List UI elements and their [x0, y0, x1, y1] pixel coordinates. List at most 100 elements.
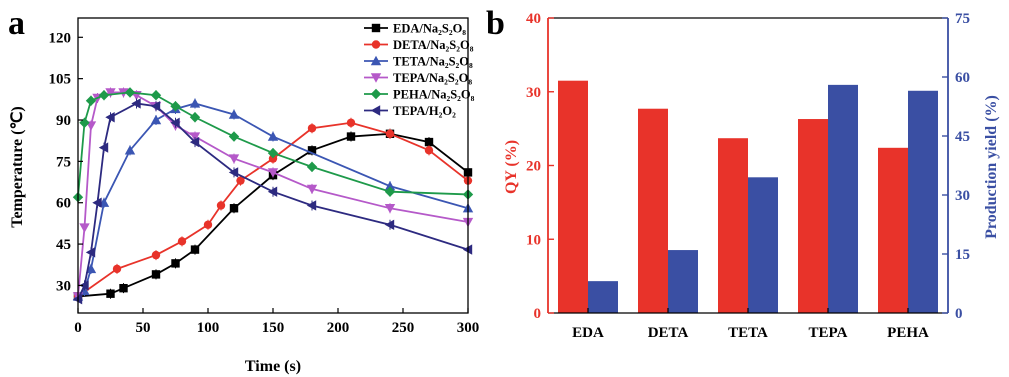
x-tick-label: 0	[74, 320, 82, 336]
y-tick-label: 120	[49, 30, 72, 46]
y-tick-label: 75	[56, 154, 71, 170]
axes: EDA DETA TETA TEPA PEHA 0 10 20 30 40 0 15 30 45 60 75	[526, 11, 970, 341]
series-5	[72, 98, 473, 305]
legend-entry: TETA/Na₂S₂O₈	[393, 55, 473, 69]
data-point	[267, 131, 279, 141]
data-point	[307, 146, 317, 155]
legend-entry: TEPA/Na₂S₂O₈	[393, 71, 472, 85]
left-y-tick-label: 0	[534, 306, 542, 322]
right-y-tick-label: 75	[955, 11, 970, 27]
data-point	[151, 270, 161, 279]
legend-entry: TEPA/H₂O₂	[393, 104, 456, 118]
x-tick-label: 150	[262, 320, 285, 336]
data-point	[268, 154, 278, 163]
series-4	[72, 87, 474, 203]
data-point	[98, 89, 110, 101]
bar-chart-panel: b EDA DETA TETA TEPA PEHA 0 10 20 30 40 0 15 30 45 60 7…	[486, 5, 1000, 341]
line-chart-panel: a EDA/Na₂S₂O₈ DETA/Na₂S₂O₈ TETA/Na₂S₂O₈ TEP…	[8, 5, 479, 375]
data-point	[306, 200, 317, 211]
data-point	[216, 201, 226, 210]
x-tick-label: 300	[457, 320, 480, 336]
category-label: DETA	[648, 325, 689, 341]
qy-bar	[638, 108, 668, 314]
x-tick-label: 200	[327, 320, 350, 336]
data-point	[79, 223, 90, 233]
data-point	[307, 124, 317, 133]
left-y-tick-label: 40	[526, 11, 541, 27]
data-point	[228, 167, 239, 178]
data-point	[370, 105, 381, 116]
y-tick-label: 45	[56, 237, 71, 253]
bars-group	[558, 80, 938, 314]
data-point	[119, 283, 128, 293]
data-point	[79, 117, 90, 128]
data-point	[384, 219, 395, 230]
data-point	[384, 180, 396, 191]
data-point	[228, 154, 240, 164]
data-point	[177, 237, 187, 246]
data-point	[346, 118, 356, 127]
legend-entry: PEHA/Na₂S₂O₈	[393, 88, 475, 102]
y-axis-title: Temperature (℃)	[9, 106, 26, 228]
y-tick-label: 90	[56, 113, 71, 129]
category-label: TETA	[728, 325, 768, 341]
right-y-tick-label: 30	[955, 188, 970, 204]
data-point	[105, 88, 116, 98]
yield-bar	[908, 90, 938, 314]
qy-bar	[718, 138, 748, 313]
legend-entry: DETA/Na₂S₂O₈	[393, 38, 474, 52]
data-point	[371, 40, 381, 49]
series-2	[72, 98, 474, 302]
data-point	[85, 263, 97, 274]
data-point	[189, 132, 201, 142]
x-axis-title: Time (s)	[245, 358, 301, 375]
data-point	[85, 247, 96, 258]
legend: EDA/Na₂S₂O₈ DETA/Na₂S₂O₈ TETA/Na₂S₂O₈ TEPA/…	[364, 22, 475, 118]
data-point	[385, 129, 395, 138]
data-point	[229, 204, 239, 213]
axes: 0 50 100 150 200 250 300 30 45 60 75 90 105 120	[49, 17, 480, 336]
series-group	[72, 87, 474, 305]
category-label: EDA	[572, 325, 604, 341]
data-point	[150, 89, 162, 101]
data-point	[370, 73, 382, 83]
y-tick-label: 30	[56, 278, 71, 294]
category-label: PEHA	[887, 325, 929, 341]
data-point	[236, 176, 245, 185]
data-point	[150, 114, 162, 125]
right-y-tick-label: 60	[955, 70, 970, 86]
data-point	[189, 112, 201, 123]
data-point	[370, 55, 382, 66]
yield-bar	[588, 281, 618, 313]
panel-label-a: a	[8, 5, 25, 42]
data-point	[131, 98, 141, 109]
data-point	[371, 23, 381, 33]
data-point	[150, 101, 161, 112]
data-point	[98, 142, 109, 153]
category-label: TEPA	[809, 325, 848, 341]
data-point	[370, 88, 382, 100]
legend-entry: EDA/Na₂S₂O₈	[393, 22, 466, 36]
qy-bar	[878, 147, 908, 313]
data-point	[124, 87, 136, 98]
data-point	[124, 145, 136, 155]
data-point	[151, 250, 161, 260]
data-point	[112, 264, 122, 274]
data-point	[424, 146, 434, 155]
yield-bar	[828, 84, 858, 313]
data-point	[384, 186, 396, 197]
data-point	[228, 131, 240, 142]
data-point	[346, 132, 356, 141]
data-point	[105, 112, 115, 123]
x-tick-label: 100	[197, 320, 220, 336]
data-point	[306, 161, 318, 173]
right-y-tick-label: 15	[955, 247, 970, 263]
x-tick-label: 50	[136, 320, 151, 336]
data-point	[85, 95, 97, 106]
right-y-axis-title: Production yield (%)	[983, 95, 1000, 239]
right-y-tick-label: 45	[955, 129, 970, 145]
y-tick-label: 60	[56, 196, 71, 212]
data-point	[267, 147, 279, 159]
y-tick-label: 105	[49, 72, 72, 88]
